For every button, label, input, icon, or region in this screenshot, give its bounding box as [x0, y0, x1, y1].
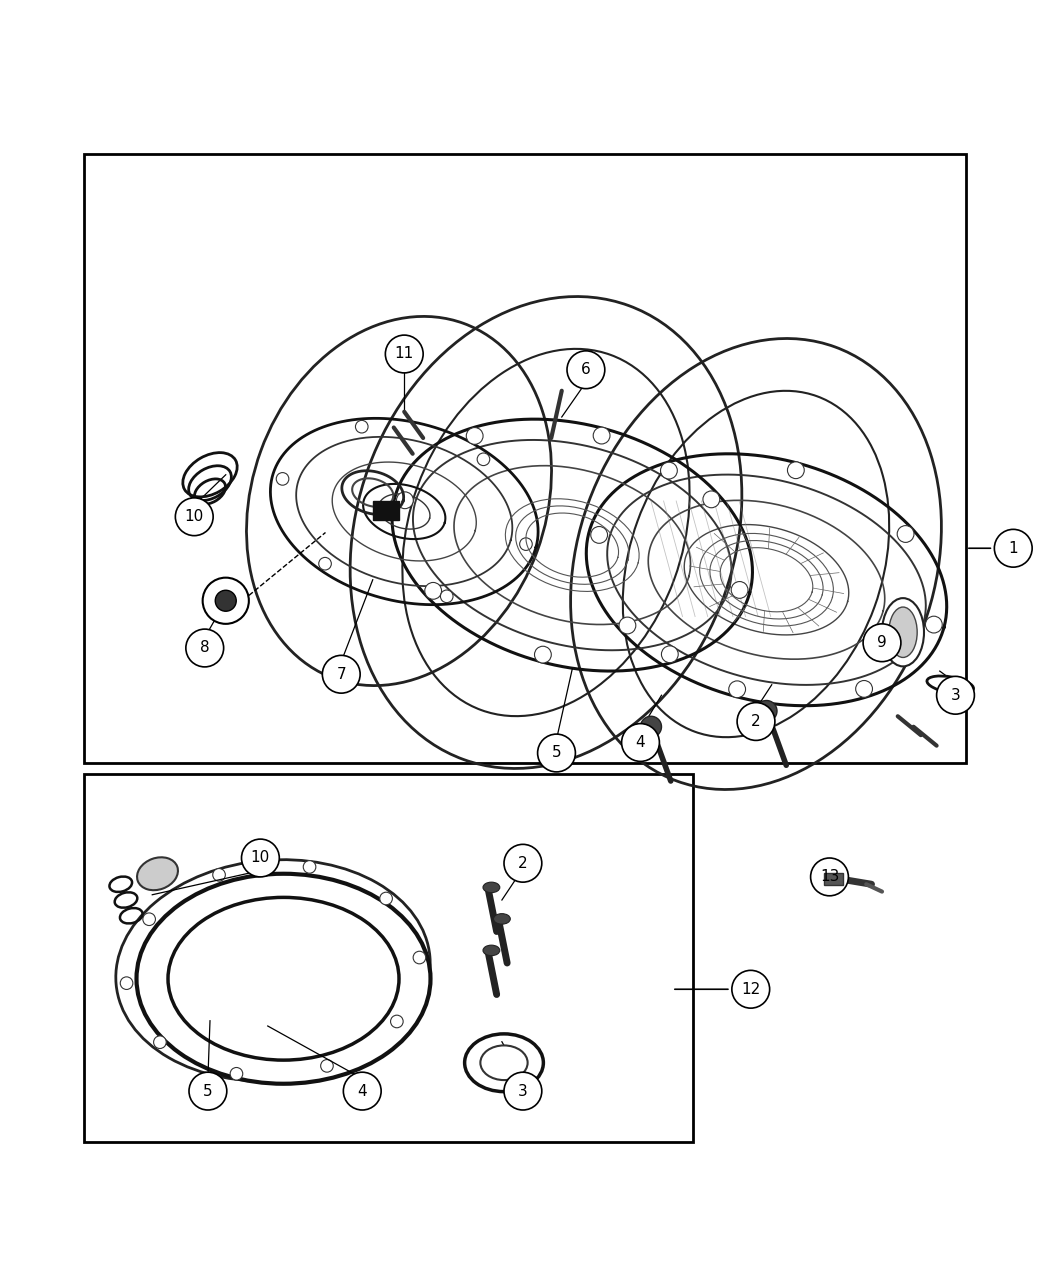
- Text: 6: 6: [581, 362, 591, 377]
- Circle shape: [391, 1015, 403, 1028]
- Circle shape: [504, 1072, 542, 1111]
- Circle shape: [702, 491, 719, 507]
- Circle shape: [203, 578, 249, 623]
- FancyBboxPatch shape: [84, 154, 966, 764]
- Circle shape: [640, 717, 662, 737]
- Circle shape: [729, 681, 746, 697]
- Text: 8: 8: [200, 640, 210, 655]
- Ellipse shape: [168, 898, 399, 1060]
- Circle shape: [925, 616, 942, 632]
- Circle shape: [413, 951, 425, 964]
- Text: 9: 9: [877, 635, 887, 650]
- Circle shape: [319, 557, 332, 570]
- Circle shape: [322, 655, 360, 694]
- Text: 4: 4: [635, 734, 646, 750]
- Circle shape: [660, 463, 677, 479]
- Circle shape: [622, 724, 659, 761]
- Circle shape: [175, 497, 213, 536]
- Circle shape: [591, 527, 608, 543]
- Circle shape: [213, 868, 226, 881]
- Ellipse shape: [494, 914, 510, 924]
- Circle shape: [230, 1067, 243, 1080]
- Circle shape: [520, 538, 532, 551]
- Circle shape: [737, 703, 775, 741]
- Circle shape: [937, 676, 974, 714]
- Ellipse shape: [464, 1034, 544, 1091]
- Text: 5: 5: [203, 1084, 213, 1099]
- Text: 3: 3: [950, 687, 961, 703]
- Circle shape: [504, 844, 542, 882]
- Circle shape: [856, 681, 873, 697]
- Circle shape: [897, 525, 914, 542]
- Circle shape: [811, 858, 848, 896]
- Ellipse shape: [882, 598, 924, 667]
- Circle shape: [731, 581, 748, 598]
- Circle shape: [343, 1072, 381, 1111]
- Circle shape: [121, 977, 133, 989]
- Circle shape: [303, 861, 316, 873]
- Circle shape: [215, 590, 236, 611]
- Ellipse shape: [136, 873, 430, 1084]
- Circle shape: [534, 646, 551, 663]
- Circle shape: [143, 913, 155, 926]
- Circle shape: [397, 492, 414, 509]
- Text: 1: 1: [1008, 541, 1018, 556]
- Bar: [373, 501, 399, 520]
- Circle shape: [567, 351, 605, 389]
- Text: 10: 10: [251, 850, 270, 866]
- Circle shape: [863, 623, 901, 662]
- Circle shape: [994, 529, 1032, 567]
- Circle shape: [189, 1072, 227, 1111]
- Circle shape: [153, 1035, 166, 1048]
- Text: 2: 2: [751, 714, 761, 729]
- Circle shape: [425, 583, 442, 599]
- Circle shape: [662, 646, 678, 663]
- Text: 3: 3: [518, 1084, 528, 1099]
- Text: 10: 10: [185, 509, 204, 524]
- Ellipse shape: [483, 882, 500, 892]
- Text: 2: 2: [518, 856, 528, 871]
- Circle shape: [186, 629, 224, 667]
- Circle shape: [593, 427, 610, 444]
- Circle shape: [756, 700, 777, 722]
- Ellipse shape: [138, 857, 177, 890]
- Circle shape: [242, 839, 279, 877]
- Circle shape: [538, 734, 575, 771]
- Circle shape: [356, 421, 369, 434]
- Text: 13: 13: [820, 870, 839, 885]
- Ellipse shape: [927, 676, 973, 694]
- Ellipse shape: [116, 859, 430, 1081]
- Text: 7: 7: [336, 667, 346, 682]
- Ellipse shape: [481, 1046, 527, 1080]
- Circle shape: [276, 473, 289, 486]
- Ellipse shape: [888, 607, 918, 658]
- Circle shape: [320, 1060, 333, 1072]
- Ellipse shape: [483, 945, 500, 956]
- Circle shape: [620, 617, 636, 634]
- Text: 5: 5: [551, 746, 562, 760]
- Circle shape: [440, 590, 453, 603]
- Circle shape: [732, 970, 770, 1009]
- Text: 12: 12: [741, 982, 760, 997]
- FancyBboxPatch shape: [84, 774, 693, 1141]
- Circle shape: [788, 462, 804, 478]
- Circle shape: [380, 892, 393, 905]
- Circle shape: [477, 453, 489, 465]
- Text: 11: 11: [395, 347, 414, 362]
- Circle shape: [385, 335, 423, 372]
- Bar: [824, 872, 843, 885]
- Text: 4: 4: [357, 1084, 367, 1099]
- Circle shape: [466, 427, 483, 445]
